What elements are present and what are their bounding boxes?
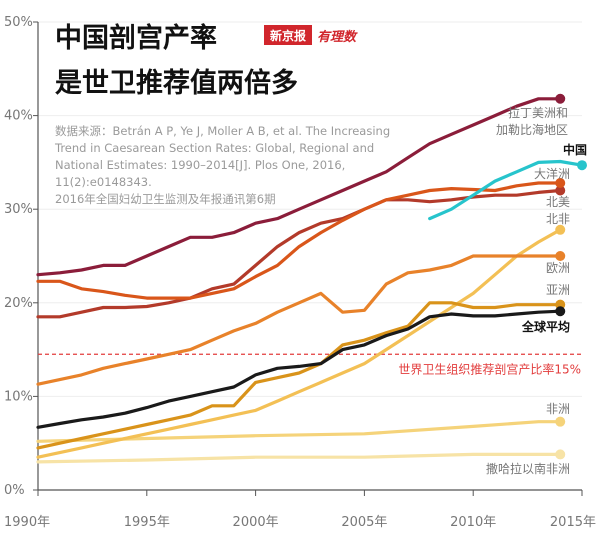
series-end-point [555,224,566,235]
source-note: 数据来源：Betrán A P, Ye J, Moller A B, et al… [54,124,390,206]
series-label: 欧洲 [546,261,570,275]
series-label: 北非 [546,212,570,226]
series-line [36,420,562,443]
source-line-5: 2016年全国妇幼卫生监测及年报通讯第6期 [55,192,276,206]
series-lines [36,93,587,464]
series-end-point [555,306,566,317]
x-tick-label: 1990年 [4,515,50,530]
series-label: 加勒比海地区 [496,122,568,137]
brand-logo: 新京报 有理数 [264,25,358,45]
series-label: 中国 [563,142,587,157]
axes: 0% 10% 20% 30% 40% 50% 1990年 1995年 2000年 2005年 201… [4,15,596,530]
series-end-point [555,251,566,261]
chart-title-line2: 是世卫推荐值两倍多 [55,67,298,99]
x-tick-label: 2010年 [450,515,496,530]
series-line [36,254,562,386]
series-end-point [555,93,566,104]
series-end-point [555,449,566,460]
series-line [36,309,562,429]
chart-title-line1: 中国剖宫产率 [55,22,217,54]
series-line [36,452,562,464]
x-tick-label: 2000年 [233,515,279,530]
series-line [428,159,584,221]
x-tick-label: 2005年 [341,515,387,530]
source-line-3: National Estimates: 1990–2014[J]. Plos O… [55,158,345,172]
series-label: 北美 [546,195,570,209]
y-tick-label: 30% [4,202,33,217]
brand-logo-box [264,25,312,45]
series-line [36,97,562,277]
series-label: 亚洲 [546,283,570,297]
series-line [36,181,562,300]
source-line-2: Trend in Caesarean Section Rates: Global… [54,141,374,155]
x-tick-label: 2015年 [550,515,596,530]
x-tick-label: 1995年 [124,515,170,530]
y-tick-label: 40% [4,109,33,124]
series-end-point [555,177,566,188]
series-label: 非洲 [546,402,570,416]
series-label: 撒哈拉以南非洲 [486,461,570,476]
y-tick-label: 20% [4,296,33,311]
series-label: 全球平均 [521,319,570,334]
series-end-point [555,185,566,196]
y-tick-label: 50% [4,15,33,30]
reference-line-group: 世界卫生组织推荐剖宫产比率15% [38,353,582,376]
source-line-4: 11(2):e0148343. [55,175,152,189]
series-label: 大洋洲 [534,166,570,181]
series-line [36,301,562,450]
brand-tag: 有理数 [317,29,358,45]
brand-name: 新京报 [270,28,306,43]
source-line-1: 数据来源：Betrán A P, Ye J, Moller A B, et al… [55,124,390,138]
series-end-point [555,416,566,427]
series-end-point [577,160,587,171]
y-tick-label: 0% [4,483,25,498]
y-tick-label: 10% [4,389,33,404]
series-label: 拉丁美洲和 [508,105,568,120]
series-line [36,228,562,459]
who-reference-label: 世界卫生组织推荐剖宫产比率15% [398,361,581,376]
